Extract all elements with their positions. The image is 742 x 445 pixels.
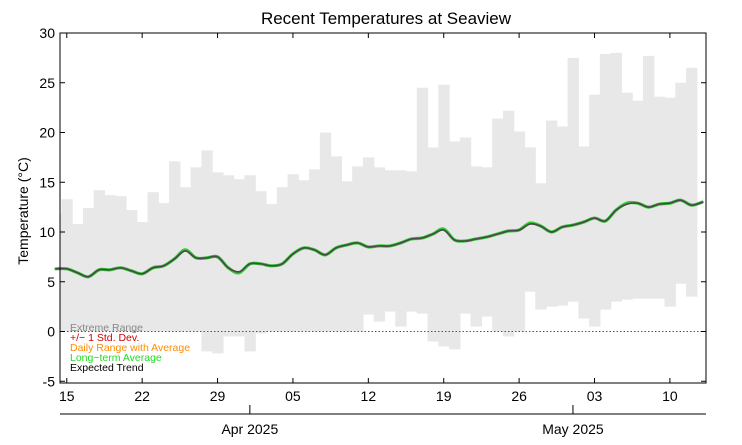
extreme-range-bar	[686, 67, 698, 297]
extreme-range-bar	[416, 87, 429, 314]
extreme-range-bar	[61, 199, 73, 332]
x-axis-months: Apr 2025 May 2025	[221, 405, 604, 437]
extreme-range-bar	[459, 137, 472, 314]
y-tick-label: 25	[39, 75, 55, 91]
extreme-range-bar	[599, 53, 612, 310]
y-tick-label: -5	[43, 373, 56, 389]
extreme-range-bar	[395, 170, 407, 327]
extreme-range-bar	[362, 157, 375, 315]
extreme-range-bar	[384, 170, 396, 312]
y-tick-label: 20	[39, 125, 55, 141]
extreme-range-bar	[524, 147, 536, 292]
x-axis-days: 15 22 29 05 12 19 26 03 10	[59, 33, 678, 404]
extreme-range-bar	[190, 167, 202, 332]
plot-frame	[59, 32, 707, 384]
extreme-range-bar	[438, 84, 450, 347]
y-tick-label: 30	[39, 25, 55, 41]
extreme-range-bar	[449, 141, 461, 350]
x-tick-label: 05	[285, 388, 301, 404]
x-tick-label: 22	[134, 388, 150, 404]
extreme-range-bar	[82, 208, 95, 332]
x-tick-label: 15	[59, 388, 75, 404]
extreme-range-band	[60, 52, 698, 354]
extreme-range-bar	[653, 96, 666, 299]
y-axis-label: Temperature (°C)	[15, 157, 31, 265]
y-tick-label: 5	[47, 274, 55, 290]
extreme-range-bar	[578, 146, 590, 319]
extreme-range-bar	[632, 100, 644, 299]
extreme-range-bar	[179, 187, 192, 332]
x-tick-label: 03	[587, 388, 603, 404]
chart-title: Recent Temperatures at Seaview	[261, 9, 512, 28]
extreme-range-bar	[222, 175, 235, 337]
extreme-range-bar	[535, 183, 547, 310]
extreme-range-bar	[115, 196, 127, 332]
extreme-range-bar	[481, 167, 493, 317]
x-tick-label: 29	[210, 388, 226, 404]
series-lines	[54, 198, 704, 279]
extreme-range-bar	[60, 214, 62, 332]
extreme-range-bar	[298, 180, 310, 332]
month-tick-label: May 2025	[542, 421, 604, 437]
extreme-range-bar	[147, 192, 159, 332]
x-tick-label: 10	[662, 388, 678, 404]
expected-trend-line	[55, 199, 704, 278]
extreme-range-bar	[621, 92, 633, 300]
extreme-range-bar	[341, 181, 353, 332]
extreme-range-bar	[330, 156, 343, 332]
extreme-range-bar	[352, 166, 364, 332]
y-axis: -5 0 5 10 15 20 25 30	[39, 25, 706, 389]
extreme-range-bar	[319, 132, 332, 332]
y-tick-label: 0	[47, 324, 55, 340]
extreme-range-bar	[104, 195, 116, 332]
extreme-range-bar	[136, 222, 149, 332]
extreme-range-bar	[427, 147, 439, 342]
extreme-range-bar	[276, 187, 289, 332]
x-tick-label: 12	[361, 388, 377, 404]
x-tick-label: 19	[436, 388, 452, 404]
extreme-range-bar	[642, 55, 655, 299]
extreme-range-bar	[567, 57, 579, 302]
extreme-range-bar	[470, 166, 483, 327]
legend-item: Expected Trend	[70, 362, 144, 374]
y-tick-label: 15	[39, 174, 55, 190]
extreme-range-bar	[266, 204, 278, 332]
legend: Extreme Range+/− 1 Std. Dev.Daily Range …	[70, 322, 190, 374]
x-tick-label: 26	[511, 388, 527, 404]
extreme-range-bar	[406, 171, 418, 312]
extreme-range-bar	[546, 120, 558, 307]
extreme-range-bar	[589, 94, 601, 327]
extreme-range-bar	[233, 179, 246, 337]
extreme-range-bar	[169, 161, 181, 332]
extreme-range-bar	[675, 82, 687, 284]
y-tick-label: 10	[39, 224, 55, 240]
legend-item: Extreme Range	[70, 322, 143, 334]
extreme-range-bar	[492, 118, 504, 332]
extreme-range-bar	[502, 110, 515, 337]
legend-item: Daily Range with Average	[70, 342, 190, 354]
extreme-range-bar	[610, 52, 623, 302]
legend-item: Long−term Average	[70, 352, 162, 364]
extreme-range-bar	[212, 172, 224, 354]
extreme-range-bar	[72, 224, 84, 332]
extreme-range-bar	[201, 150, 213, 352]
legend-item: +/− 1 Std. Dev.	[70, 332, 139, 344]
extreme-range-bar	[93, 190, 106, 332]
extreme-range-bar	[556, 126, 569, 306]
month-tick-label: Apr 2025	[221, 421, 278, 437]
